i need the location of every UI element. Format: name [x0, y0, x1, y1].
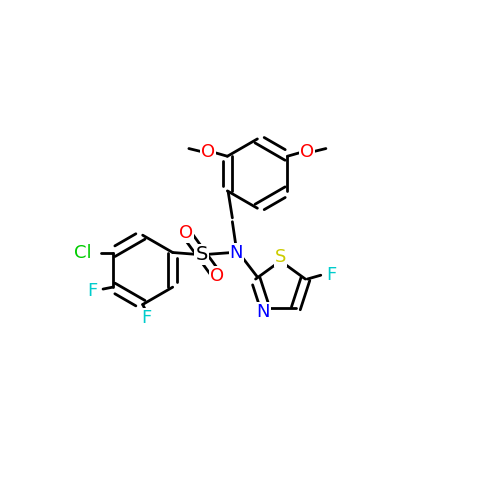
Text: O: O	[210, 266, 224, 284]
Text: N: N	[256, 303, 270, 321]
Text: F: F	[142, 309, 152, 327]
Text: N: N	[230, 244, 243, 262]
Text: F: F	[326, 266, 337, 284]
Text: O: O	[179, 224, 193, 242]
Text: O: O	[300, 144, 314, 162]
Text: F: F	[87, 282, 98, 300]
Text: S: S	[275, 248, 286, 266]
Text: O: O	[201, 144, 215, 162]
Text: Cl: Cl	[74, 244, 92, 262]
Text: S: S	[196, 245, 207, 264]
